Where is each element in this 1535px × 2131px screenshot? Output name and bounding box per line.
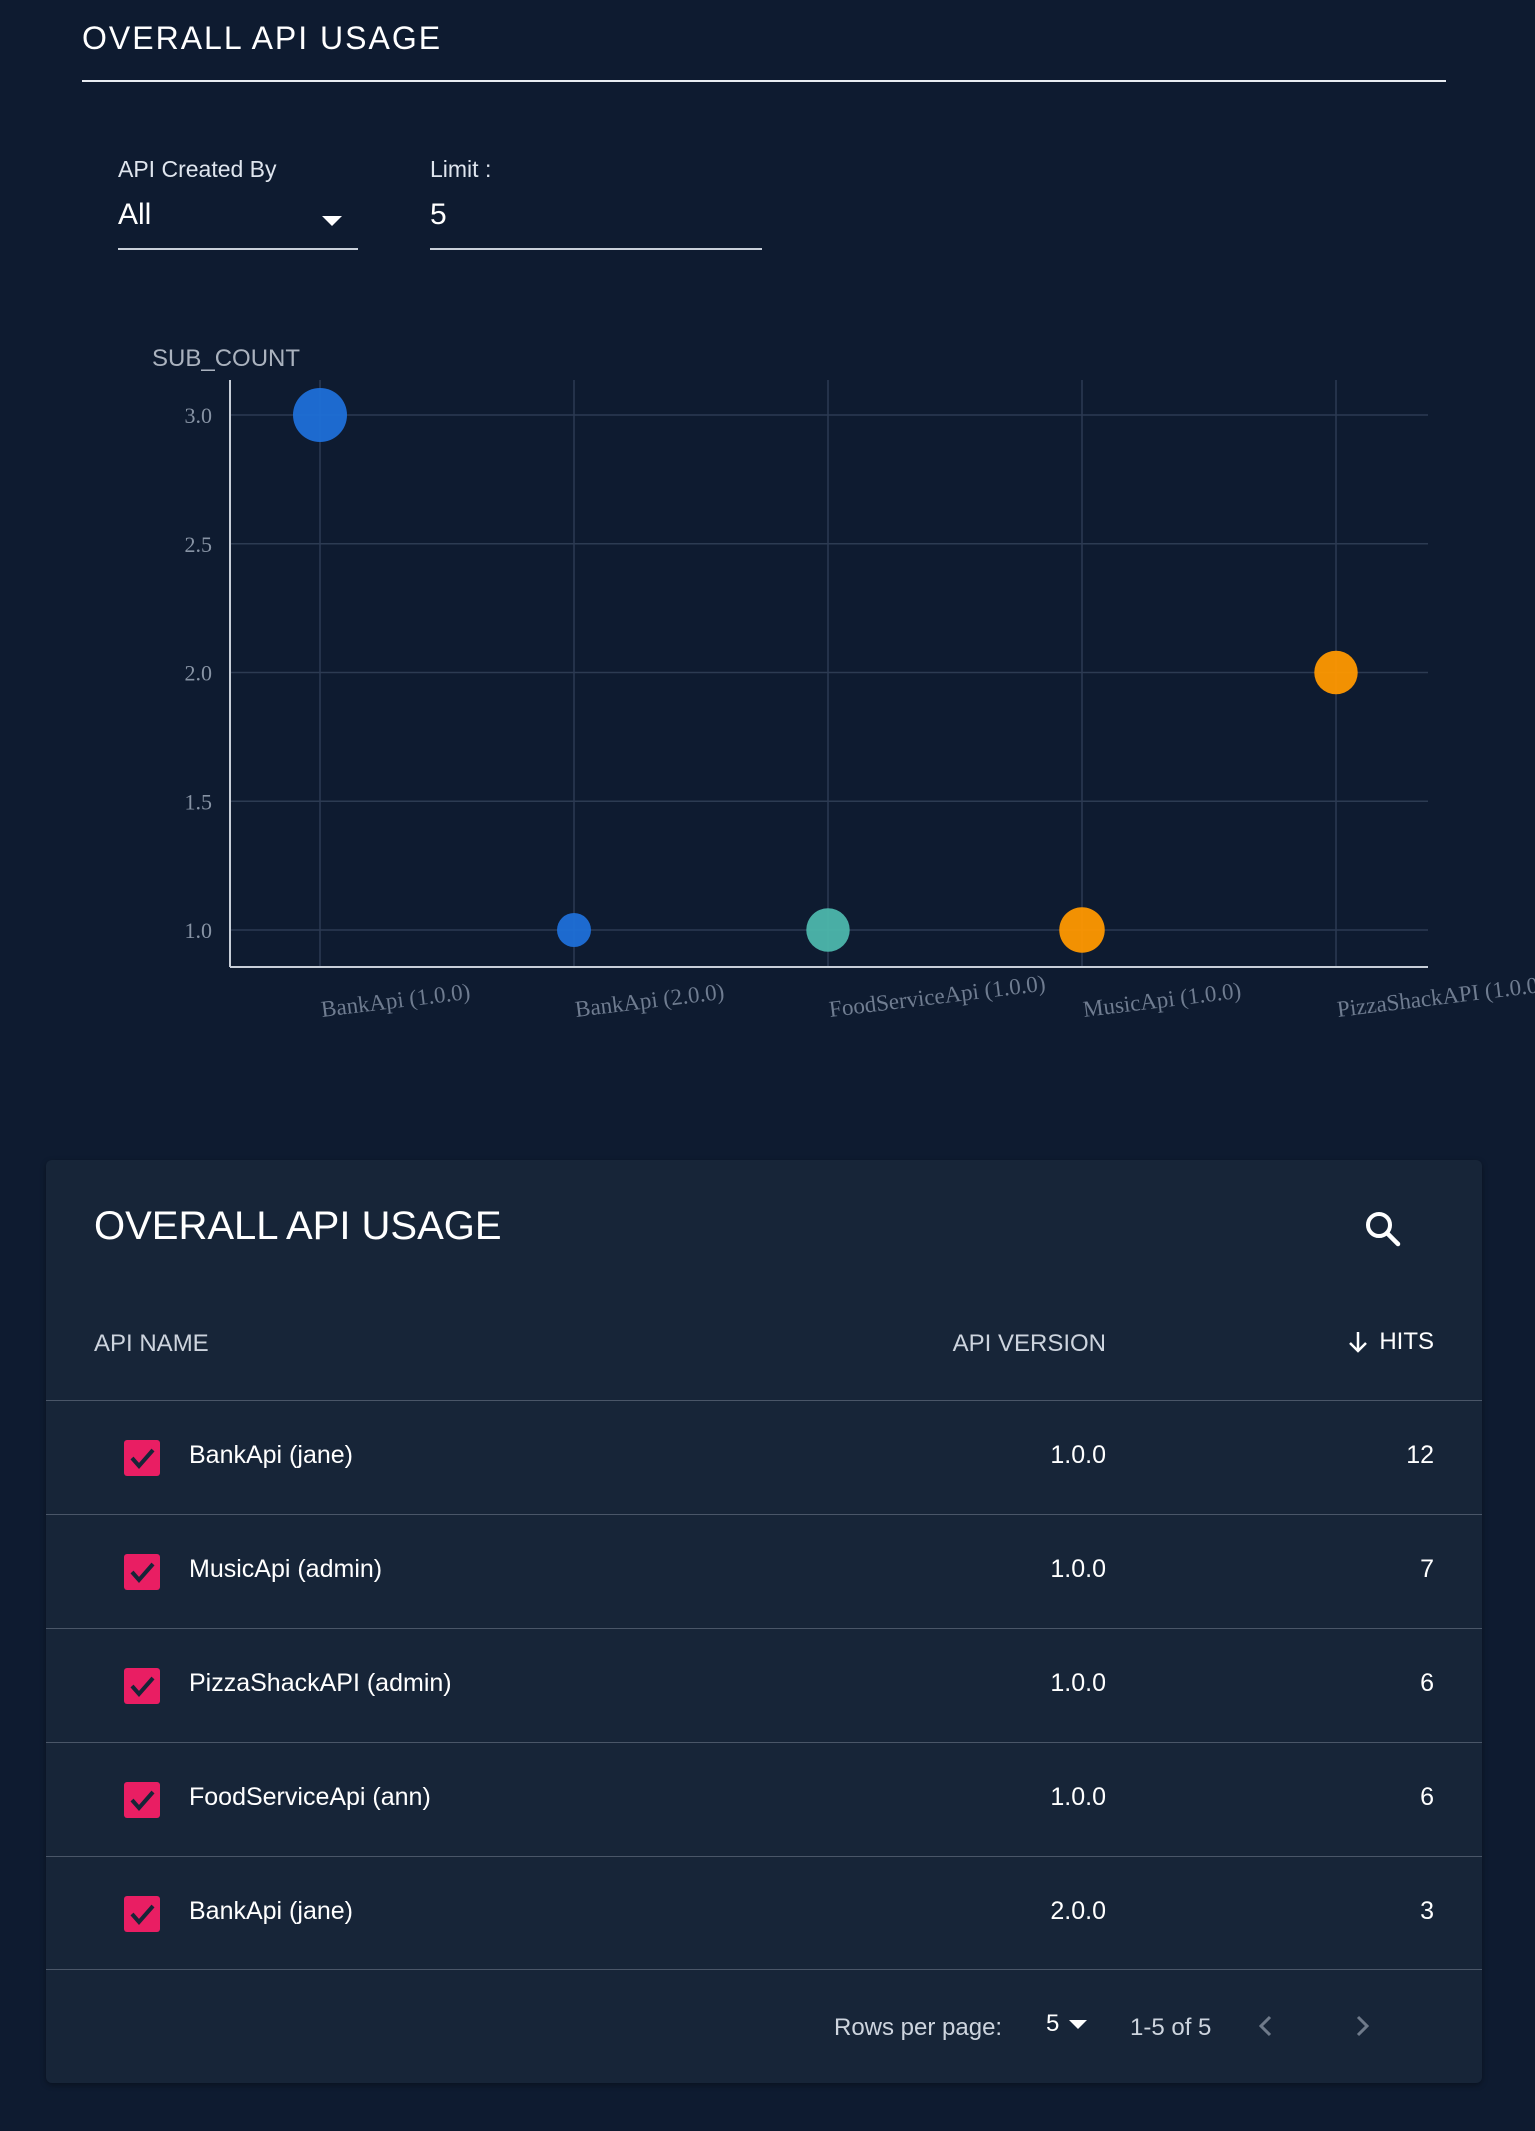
rows-per-page-label: Rows per page: (834, 2014, 1003, 2041)
previous-page-button[interactable] (1246, 2006, 1286, 2046)
cell-api-version: 2.0.0 (1050, 1897, 1106, 1925)
column-header-api-name[interactable]: API NAME (94, 1330, 209, 1357)
cell-api-version: 1.0.0 (1050, 1783, 1106, 1811)
cell-api-name: BankApi (jane) (189, 1897, 353, 1925)
row-checkbox[interactable] (124, 1668, 160, 1704)
table-row[interactable]: MusicApi (admin) 1.0.0 7 (46, 1514, 1482, 1629)
y-tick-label: 2.0 (185, 661, 213, 686)
created-by-value: All (118, 198, 152, 231)
chart-grid (230, 380, 1428, 967)
y-tick-label: 2.5 (185, 532, 213, 557)
table-bottom-divider (46, 1969, 1482, 1970)
x-tick-labels: BankApi (1.0.0) BankApi (2.0.0) FoodServic… (320, 971, 1535, 1022)
checkbox-checked-icon (130, 1676, 155, 1698)
x-tick-label: BankApi (2.0.0) (574, 979, 726, 1022)
cell-api-name: FoodServiceApi (ann) (189, 1783, 431, 1811)
caret-down-icon (322, 216, 342, 226)
usage-table-card: OVERALL API USAGE API NAME API VERSION H… (46, 1160, 1482, 2083)
checkbox-checked-icon (130, 1562, 155, 1584)
y-tick-label: 3.0 (185, 403, 213, 428)
cell-hits: 6 (1420, 1783, 1434, 1811)
column-header-hits[interactable]: HITS (1345, 1328, 1434, 1356)
checkbox-checked-icon (130, 1448, 155, 1470)
limit-value: 5 (430, 198, 447, 231)
cell-hits: 3 (1420, 1897, 1434, 1925)
chart-axes (229, 380, 1428, 968)
row-checkbox[interactable] (124, 1896, 160, 1932)
search-button[interactable] (1358, 1204, 1408, 1254)
caret-down-icon (1069, 2019, 1088, 2029)
rows-per-page-select[interactable]: 5 (1046, 2010, 1088, 2038)
pagination-range: 1-5 of 5 (1130, 2014, 1212, 2041)
title-divider (82, 80, 1446, 82)
y-axis-label: SUB_COUNT (152, 345, 300, 372)
x-tick-label: FoodServiceApi (1.0.0) (828, 971, 1047, 1022)
checkbox-checked-icon (130, 1904, 155, 1926)
x-tick-label: PizzaShackAPI (1.0.0) (1336, 972, 1535, 1022)
page-title: OVERALL API USAGE (82, 20, 443, 56)
data-point (1314, 650, 1358, 695)
cell-hits: 6 (1420, 1669, 1434, 1697)
rows-per-page-value: 5 (1046, 2010, 1060, 2037)
cell-api-name: PizzaShackAPI (admin) (189, 1669, 452, 1697)
table-row[interactable]: BankApi (jane) 2.0.0 3 (46, 1856, 1482, 1971)
table-row[interactable]: FoodServiceApi (ann) 1.0.0 6 (46, 1742, 1482, 1857)
limit-label: Limit : (430, 156, 492, 182)
arrow-down-icon (1349, 1332, 1368, 1353)
y-tick-label: 1.0 (185, 918, 213, 943)
checkbox-checked-icon (130, 1790, 155, 1812)
data-point (806, 908, 850, 952)
limit-input[interactable]: 5 (430, 190, 762, 250)
cell-hits: 12 (1406, 1441, 1434, 1469)
table-title: OVERALL API USAGE (94, 1204, 502, 1248)
x-tick-label: BankApi (1.0.0) (320, 979, 472, 1022)
row-checkbox[interactable] (124, 1554, 160, 1590)
data-point (1059, 907, 1105, 953)
row-checkbox[interactable] (124, 1440, 160, 1476)
column-header-hits-label: HITS (1379, 1328, 1434, 1355)
chart-points (293, 388, 1358, 953)
cell-api-version: 1.0.0 (1050, 1669, 1106, 1697)
x-tick-label: MusicApi (1.0.0) (1082, 978, 1243, 1022)
y-tick-label: 1.5 (185, 789, 213, 814)
cell-hits: 7 (1420, 1555, 1434, 1583)
created-by-label: API Created By (118, 156, 277, 182)
row-checkbox[interactable] (124, 1782, 160, 1818)
limit-underline (430, 248, 762, 250)
next-page-button[interactable] (1342, 2006, 1382, 2046)
data-point (293, 388, 347, 442)
cell-api-name: MusicApi (admin) (189, 1555, 383, 1583)
chevron-left-icon (1258, 2015, 1272, 2037)
cell-api-name: BankApi (jane) (189, 1441, 353, 1469)
data-point (557, 913, 591, 947)
created-by-select[interactable]: All (118, 190, 358, 250)
table-row[interactable]: BankApi (jane) 1.0.0 12 (46, 1400, 1482, 1515)
bubble-chart: SUB_COUNT 1.0 1.5 2.0 2.5 3.0 BankApi (1.0.0… (152, 345, 1535, 1022)
cell-api-version: 1.0.0 (1050, 1555, 1106, 1583)
cell-api-version: 1.0.0 (1050, 1441, 1106, 1469)
chevron-right-icon (1356, 2015, 1370, 2037)
created-by-underline (118, 248, 358, 250)
table-row[interactable]: PizzaShackAPI (admin) 1.0.0 6 (46, 1628, 1482, 1743)
y-tick-labels: 1.0 1.5 2.0 2.5 3.0 (185, 403, 213, 943)
search-icon (1366, 1212, 1401, 1247)
column-header-api-version[interactable]: API VERSION (952, 1330, 1106, 1357)
